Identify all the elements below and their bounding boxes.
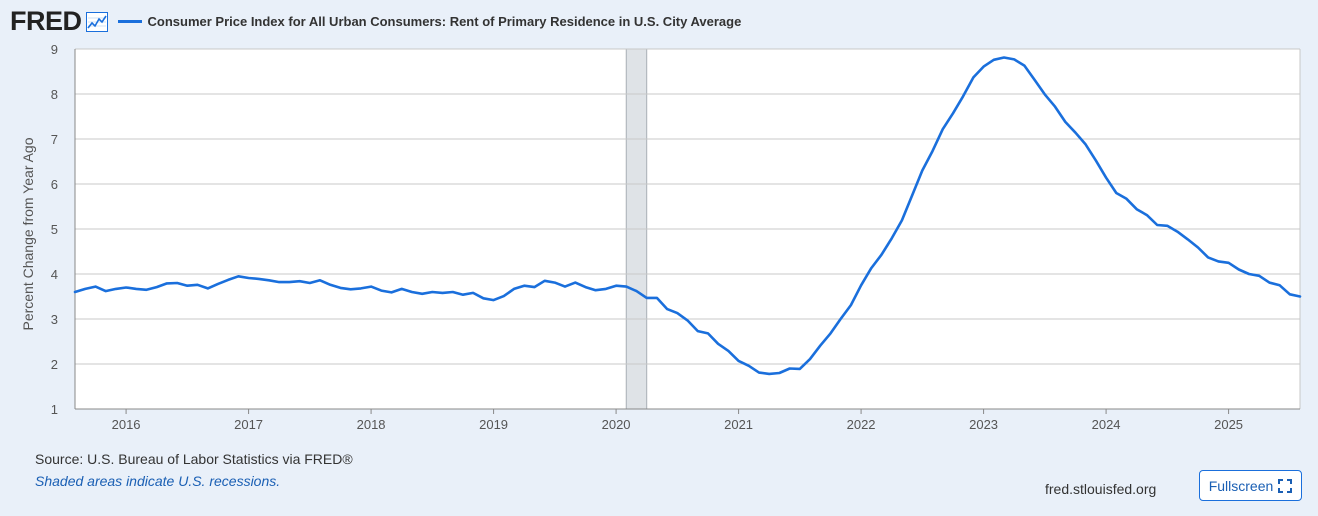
chart-header: FRED Consumer Price Index for All Urban … [10,6,741,36]
site-link[interactable]: fred.stlouisfed.org [1045,481,1157,497]
x-tick-label: 2016 [112,417,141,432]
line-chart-icon [85,12,108,32]
x-tick-label: 2021 [724,417,753,432]
recession-note: Shaded areas indicate U.S. recessions. [35,473,281,489]
x-tick-label: 2025 [1214,417,1243,432]
y-tick-label: 2 [51,357,58,372]
x-tick-label: 2019 [479,417,508,432]
fullscreen-button[interactable]: Fullscreen [1199,470,1302,501]
y-tick-label: 1 [51,402,58,417]
fullscreen-icon [1278,478,1293,493]
x-tick-label: 2023 [969,417,998,432]
x-tick-label: 2022 [847,417,876,432]
fullscreen-label: Fullscreen [1208,477,1274,494]
y-tick-label: 4 [51,267,58,282]
fred-logo[interactable]: FRED [10,5,82,36]
y-tick-label: 8 [51,87,58,102]
x-tick-label: 2020 [602,417,631,432]
source-note: Source: U.S. Bureau of Labor Statistics … [35,451,353,467]
y-tick-label: 9 [51,42,58,57]
y-tick-label: 5 [51,222,58,237]
x-tick-label: 2018 [357,417,386,432]
y-axis-label: Percent Change from Year Ago [20,137,36,330]
legend-line-swatch [117,19,142,23]
y-tick-label: 3 [51,312,58,327]
x-tick-label: 2017 [234,417,263,432]
y-tick-label: 7 [51,132,58,147]
y-tick-label: 6 [51,177,58,192]
x-tick-label: 2024 [1092,417,1121,432]
series-line [73,56,1302,376]
chart-title[interactable]: Consumer Price Index for All Urban Consu… [147,13,742,29]
line-chart: 1 2 3 4 5 6 7 8 9 2016 2017 2018 2019 2020 2021 2022 202… [20,42,1302,432]
